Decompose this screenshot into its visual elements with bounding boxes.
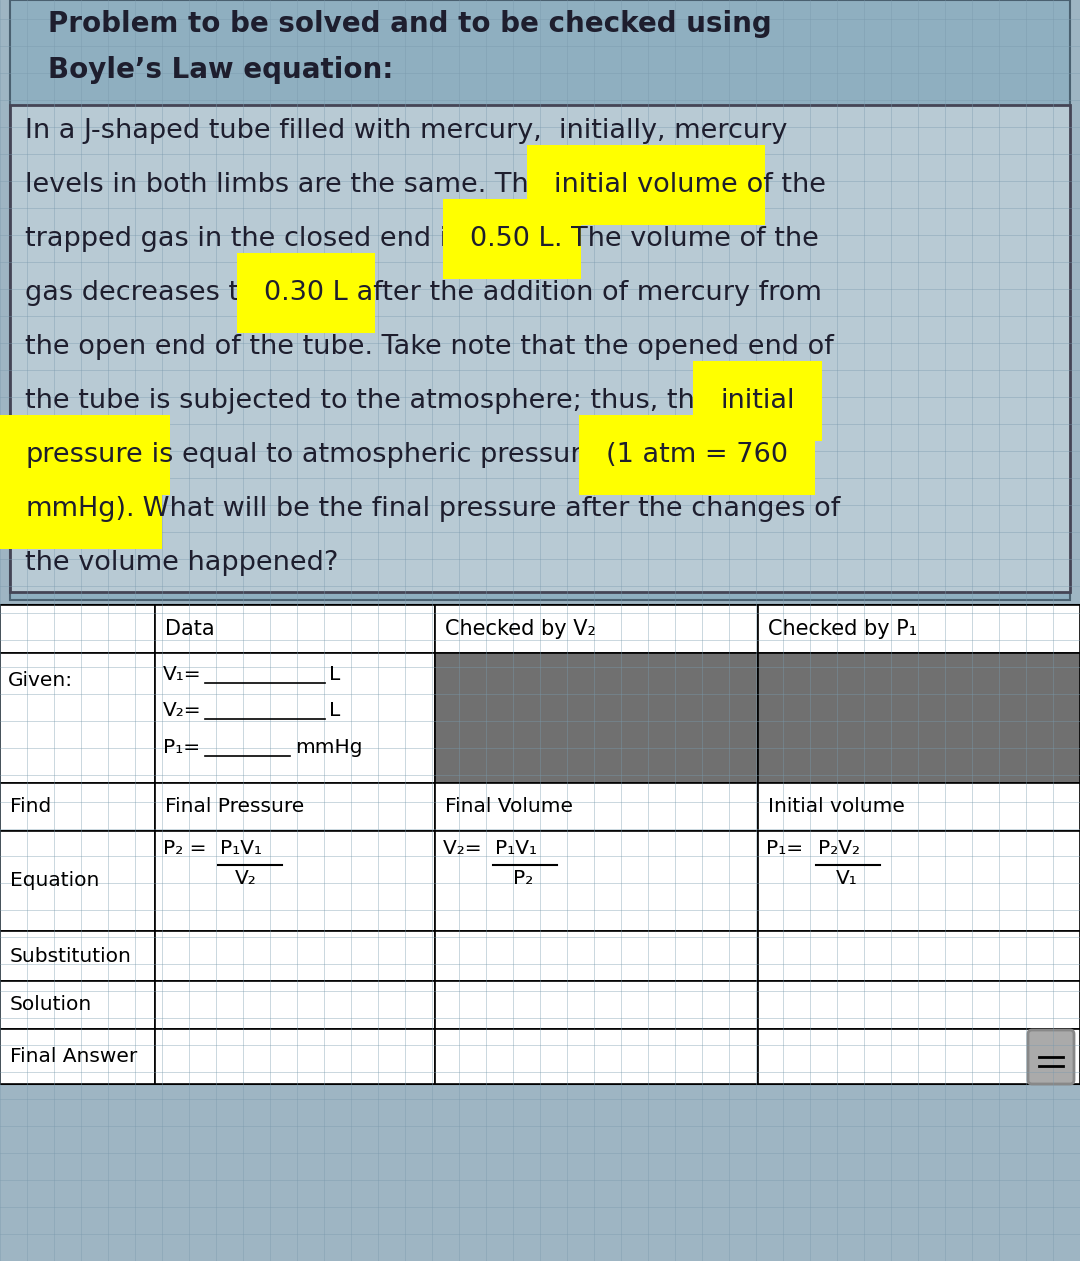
- Bar: [435, 783, 758, 831]
- Bar: [156, 981, 435, 1029]
- Bar: [758, 783, 1080, 831]
- Bar: [0, 931, 156, 981]
- Text: Find: Find: [10, 797, 51, 817]
- Text: 0.50 L: 0.50 L: [470, 226, 554, 252]
- Text: Checked by V₂: Checked by V₂: [445, 619, 596, 639]
- Text: the open end of the tube. Take note that the opened end of: the open end of the tube. Take note that…: [25, 334, 834, 359]
- Bar: [156, 605, 435, 653]
- Text: P₂V₂: P₂V₂: [818, 839, 860, 857]
- Text: trapped gas in the closed end is: trapped gas in the closed end is: [25, 226, 470, 252]
- Bar: [758, 605, 1080, 653]
- Bar: [435, 931, 758, 981]
- Text: V₂=: V₂=: [443, 839, 488, 857]
- Bar: [0, 981, 156, 1029]
- Text: mmHg: mmHg: [295, 738, 363, 757]
- Bar: [0, 783, 156, 831]
- Text: (1 atm = 760: (1 atm = 760: [606, 443, 788, 468]
- Bar: [156, 1029, 435, 1084]
- Text: levels in both limbs are the same. The: levels in both limbs are the same. The: [25, 171, 554, 198]
- Text: V₂=: V₂=: [163, 701, 202, 720]
- Text: Final Volume: Final Volume: [445, 797, 573, 817]
- Bar: [156, 931, 435, 981]
- Bar: [0, 605, 156, 653]
- Text: Initial volume: Initial volume: [768, 797, 905, 817]
- Text: after the addition of mercury from: after the addition of mercury from: [348, 280, 822, 306]
- Text: initial volume: initial volume: [554, 171, 738, 198]
- Bar: [758, 981, 1080, 1029]
- Text: L: L: [329, 701, 340, 720]
- Bar: [758, 653, 1080, 783]
- Bar: [758, 931, 1080, 981]
- Text: V₁: V₁: [836, 869, 858, 888]
- Text: pressure: pressure: [25, 443, 143, 468]
- Text: P₂: P₂: [513, 869, 534, 888]
- Text: is equal to atmospheric pressure: is equal to atmospheric pressure: [143, 443, 606, 468]
- Text: Final Answer: Final Answer: [10, 1047, 137, 1066]
- Bar: [0, 605, 1080, 1084]
- Bar: [435, 981, 758, 1029]
- Bar: [435, 605, 758, 653]
- Text: P₁V₁: P₁V₁: [220, 839, 262, 857]
- Text: Substitution: Substitution: [10, 947, 132, 966]
- Text: L: L: [329, 665, 340, 683]
- FancyBboxPatch shape: [1028, 1030, 1074, 1084]
- Text: Boyle’s Law equation:: Boyle’s Law equation:: [48, 55, 393, 84]
- Text: Final Pressure: Final Pressure: [165, 797, 305, 817]
- Text: the volume happened?: the volume happened?: [25, 550, 338, 576]
- Text: P₂ =: P₂ =: [163, 839, 213, 857]
- Bar: [758, 831, 1080, 931]
- Bar: [156, 783, 435, 831]
- Text: of the: of the: [738, 171, 826, 198]
- Text: What will be the final pressure after the changes of: What will be the final pressure after th…: [135, 496, 840, 522]
- Bar: [435, 831, 758, 931]
- Text: the tube is subjected to the atmosphere; thus, the: the tube is subjected to the atmosphere;…: [25, 388, 720, 414]
- Text: In a J-shaped tube filled with mercury,  initially, mercury: In a J-shaped tube filled with mercury, …: [25, 119, 787, 144]
- Text: gas decreases to: gas decreases to: [25, 280, 265, 306]
- Text: Given:: Given:: [8, 671, 73, 690]
- Text: mmHg).: mmHg).: [25, 496, 135, 522]
- Bar: [10, 0, 1070, 600]
- Bar: [0, 653, 156, 783]
- Text: Checked by P₁: Checked by P₁: [768, 619, 917, 639]
- Bar: [435, 1029, 758, 1084]
- Text: 0.30 L: 0.30 L: [265, 280, 348, 306]
- Text: V₂: V₂: [235, 869, 257, 888]
- Bar: [10, 105, 1070, 591]
- Text: . The volume of the: . The volume of the: [554, 226, 819, 252]
- Text: P₁V₁: P₁V₁: [495, 839, 537, 857]
- Bar: [435, 653, 758, 783]
- Text: Solution: Solution: [10, 995, 92, 1015]
- Bar: [758, 1029, 1080, 1084]
- Text: P₁=: P₁=: [163, 738, 200, 757]
- Text: initial: initial: [720, 388, 795, 414]
- Bar: [0, 1029, 156, 1084]
- Text: Problem to be solved and to be checked using: Problem to be solved and to be checked u…: [48, 10, 772, 38]
- Bar: [156, 653, 435, 783]
- Bar: [0, 831, 156, 931]
- Bar: [156, 831, 435, 931]
- Text: V₁=: V₁=: [163, 665, 202, 683]
- Text: Data: Data: [165, 619, 215, 639]
- Text: P₁=: P₁=: [766, 839, 810, 857]
- Text: Equation: Equation: [10, 871, 99, 890]
